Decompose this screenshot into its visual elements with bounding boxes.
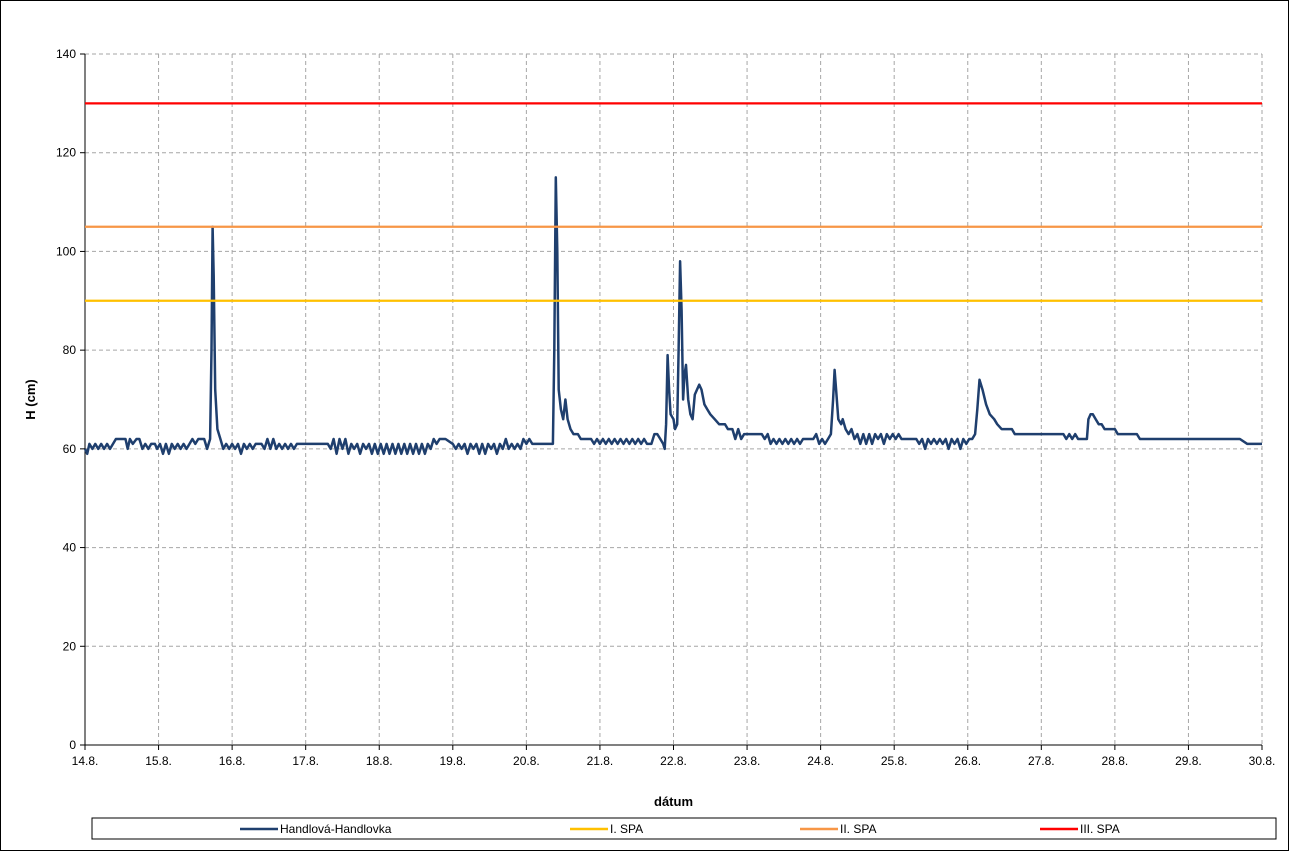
- x-tick-labels: 14.8. 15.8. 16.8. 17.8. 18.8. 19.8. 20.8. 21.8.…: [72, 754, 1276, 768]
- x-tick-label: 15.8.: [145, 754, 172, 768]
- y-axis-title: H (cm): [23, 379, 38, 419]
- x-tick-label: 30.8.: [1249, 754, 1276, 768]
- x-tick-label: 20.8.: [513, 754, 540, 768]
- y-tick-label: 80: [63, 343, 77, 357]
- y-tick-label: 100: [56, 244, 76, 258]
- grid-lines: [85, 53, 1263, 745]
- x-tick-label: 26.8.: [954, 754, 981, 768]
- x-tick-label: 18.8.: [366, 754, 393, 768]
- legend-label: Handlová-Handlovka: [280, 822, 392, 836]
- legend: Handlová-Handlovka I. SPA II. SPA III. SPA: [91, 817, 1277, 840]
- series-line-handlova-handlovka: [83, 176, 1262, 456]
- y-tick-label: 140: [56, 47, 76, 61]
- y-tick-label: 40: [63, 541, 77, 555]
- y-tick-label: 120: [56, 146, 76, 160]
- axes: [80, 53, 1263, 750]
- y-tick-label: 60: [63, 442, 77, 456]
- x-tick-label: 14.8.: [72, 754, 99, 768]
- y-tick-labels: 0 20 40 60 80 100 120 140: [56, 47, 76, 752]
- legend-label: II. SPA: [840, 822, 876, 836]
- x-tick-label: 25.8.: [881, 754, 908, 768]
- x-axis-title: dátum: [654, 794, 693, 809]
- x-tick-label: 24.8.: [807, 754, 834, 768]
- y-tick-label: 20: [63, 639, 77, 653]
- legend-label: III. SPA: [1080, 822, 1120, 836]
- x-tick-label: 16.8.: [219, 754, 246, 768]
- x-tick-label: 23.8.: [734, 754, 761, 768]
- x-tick-label: 27.8.: [1028, 754, 1055, 768]
- x-tick-label: 19.8.: [439, 754, 466, 768]
- legend-box: [91, 817, 1277, 840]
- x-tick-label: 22.8.: [660, 754, 687, 768]
- y-tick-label: 0: [69, 738, 76, 752]
- x-tick-label: 21.8.: [587, 754, 614, 768]
- x-tick-label: 29.8.: [1175, 754, 1202, 768]
- x-tick-label: 28.8.: [1102, 754, 1129, 768]
- legend-label: I. SPA: [610, 822, 643, 836]
- x-tick-label: 17.8.: [292, 754, 319, 768]
- series-lines: [83, 102, 1262, 456]
